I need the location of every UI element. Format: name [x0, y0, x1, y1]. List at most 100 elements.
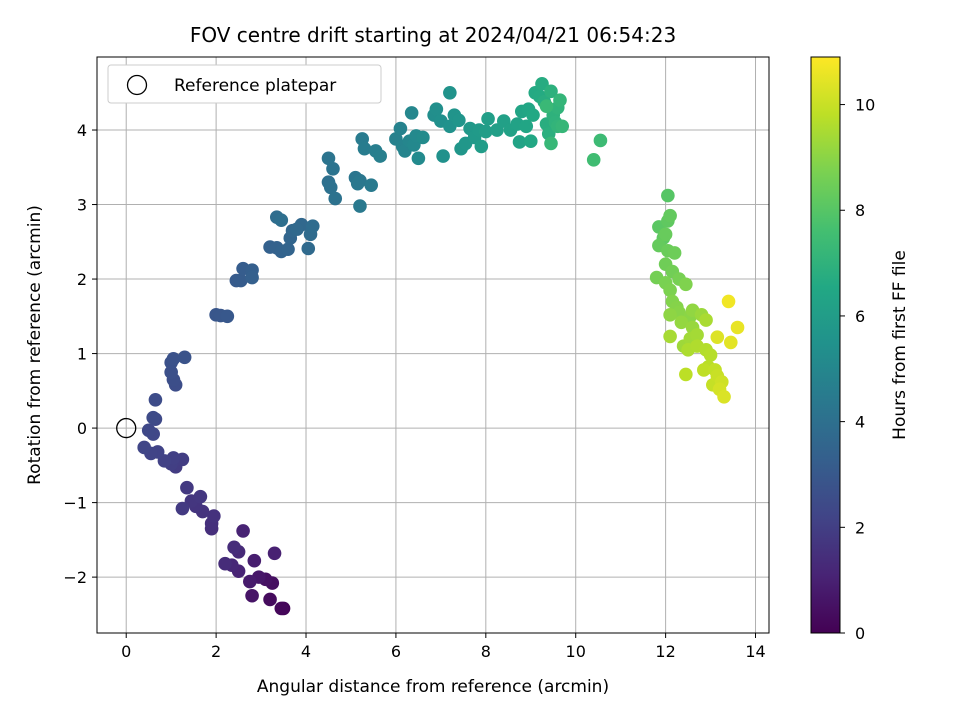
data-point: [699, 313, 713, 327]
plot-area: [97, 57, 769, 633]
data-point: [404, 106, 419, 120]
y-tick-label: 4: [77, 121, 87, 140]
x-tick-label: 10: [566, 642, 586, 661]
data-point: [586, 153, 601, 167]
data-point: [243, 574, 257, 589]
data-point: [175, 501, 190, 516]
data-point: [697, 363, 711, 377]
data-point: [730, 320, 745, 335]
data-point: [544, 136, 558, 151]
data-point: [164, 365, 178, 379]
data-point: [663, 283, 677, 298]
legend-entry-reference: Reference platepar: [174, 76, 336, 96]
x-tick-label: 8: [481, 642, 491, 661]
data-point: [474, 139, 489, 154]
data-point: [690, 328, 704, 342]
y-tick-label: 1: [77, 345, 87, 364]
data-point: [290, 222, 304, 236]
data-point: [717, 389, 731, 404]
data-point: [539, 99, 554, 113]
data-point: [393, 121, 408, 136]
data-point: [364, 178, 378, 192]
data-point: [373, 149, 387, 163]
x-tick-label: 14: [745, 642, 765, 661]
data-point: [350, 176, 365, 191]
data-point: [555, 119, 570, 134]
data-point: [146, 410, 160, 425]
data-point: [301, 241, 316, 256]
data-point: [679, 367, 693, 382]
data-point: [148, 392, 163, 407]
reference-platepar-marker: [116, 417, 137, 439]
data-point: [236, 524, 250, 538]
plot-frame: [96, 56, 770, 634]
x-tick-label: 0: [121, 642, 131, 661]
data-point: [512, 135, 527, 149]
y-tick-label: 3: [77, 196, 87, 215]
colorbar-tick-label: 6: [855, 307, 865, 326]
data-point: [723, 335, 738, 350]
data-point: [323, 180, 338, 195]
x-axis-label: Angular distance from reference (arcmin): [257, 677, 609, 697]
y-tick-label: −2: [63, 568, 87, 587]
x-tick-label: 6: [391, 642, 401, 661]
data-point: [141, 423, 156, 438]
data-point: [281, 242, 295, 257]
y-tick-label: 0: [77, 419, 87, 438]
data-point: [553, 93, 567, 108]
data-point: [416, 130, 430, 145]
colorbar-tick-label: 0: [855, 624, 865, 643]
colorbar-gradient: [810, 56, 841, 634]
data-point: [535, 77, 549, 91]
data-point: [526, 108, 540, 122]
data-point: [443, 85, 457, 100]
legend-box: [107, 64, 382, 104]
chart-title: FOV centre drift starting at 2024/04/21 …: [190, 23, 676, 47]
data-point: [245, 588, 259, 603]
data-point: [544, 84, 558, 99]
data-point: [519, 119, 534, 134]
y-tick-label: 2: [77, 270, 87, 289]
data-point: [180, 480, 194, 495]
data-point: [674, 315, 689, 330]
data-point: [663, 308, 677, 322]
data-point: [429, 102, 444, 116]
data-point: [274, 213, 289, 227]
data-point: [218, 556, 232, 571]
x-tick-label: 4: [301, 642, 311, 661]
colorbar-tick-label: 2: [855, 518, 865, 537]
data-point: [661, 188, 675, 203]
data-point: [593, 133, 608, 148]
scatter-points: [137, 77, 745, 616]
data-point: [663, 329, 677, 344]
data-point: [326, 161, 340, 176]
data-point: [667, 246, 682, 260]
y-axis-ticks: −2 −1 0 1 2 3 4: [63, 121, 97, 587]
legend: Reference platepar: [107, 64, 382, 104]
data-point: [679, 277, 693, 292]
data-point: [411, 151, 426, 166]
data-point: [479, 124, 493, 139]
data-point: [481, 112, 495, 126]
colorbar-tick-label: 4: [855, 413, 865, 432]
y-tick-label: −1: [63, 494, 87, 513]
data-point: [436, 149, 450, 163]
data-point: [703, 348, 718, 362]
data-point: [245, 270, 259, 285]
data-point: [721, 294, 736, 309]
x-tick-label: 12: [655, 642, 675, 661]
y-axis-label: Rotation from reference (arcmin): [25, 205, 45, 485]
data-point: [234, 273, 248, 288]
data-point: [663, 208, 677, 223]
data-point: [227, 540, 241, 555]
data-point: [247, 553, 262, 568]
data-point: [710, 330, 725, 344]
data-point: [177, 350, 192, 365]
x-axis-ticks: 0 2 4 6 8 10 12 14: [121, 633, 766, 661]
colorbar-tick-label: 8: [855, 201, 865, 220]
x-tick-label: 2: [211, 642, 221, 661]
colorbar-ticks: 0 2 4 6 8 10: [840, 96, 875, 643]
data-point: [207, 509, 221, 523]
data-point: [452, 113, 466, 128]
